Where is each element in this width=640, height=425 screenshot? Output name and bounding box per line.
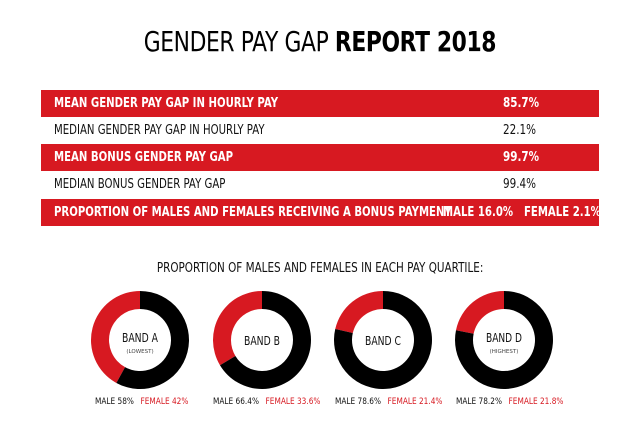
legend-female: FEMALE 21.4% bbox=[387, 397, 443, 407]
male-slice bbox=[116, 291, 189, 389]
legend-female: FEMALE 42% bbox=[140, 397, 189, 407]
row-bonus-proportion: PROPORTION OF MALES AND FEMALES RECEIVIN… bbox=[41, 199, 601, 226]
legend-male: MALE 78.2% bbox=[456, 397, 502, 407]
row-value: 99.4% bbox=[503, 177, 537, 192]
bonus-female-value: 2.1% bbox=[572, 205, 601, 220]
report-title: GENDER PAY GAP REPORT 2018 bbox=[0, 25, 640, 59]
row-median-bonus-gap: MEDIAN BONUS GENDER PAY GAP 99.4% bbox=[41, 171, 599, 198]
bonus-male-value: 16.0% bbox=[477, 205, 514, 220]
band-sublabel: (LOWEST) bbox=[126, 349, 153, 355]
row-label: MEAN BONUS GENDER PAY GAP bbox=[54, 150, 234, 165]
legend-band-a: MALE 58% FEMALE 42% bbox=[95, 396, 188, 408]
row-label: MEAN GENDER PAY GAP IN HOURLY PAY bbox=[54, 96, 279, 111]
male-slice bbox=[219, 291, 312, 389]
donut-band-c: BAND C bbox=[334, 291, 433, 389]
legend-female: FEMALE 33.6% bbox=[265, 397, 321, 407]
legend-male: MALE 58% bbox=[95, 397, 134, 407]
female-slice bbox=[455, 291, 504, 334]
legend-male: MALE 66.4% bbox=[213, 397, 259, 407]
female-slice bbox=[335, 291, 383, 334]
row-mean-hourly-gap: MEAN GENDER PAY GAP IN HOURLY PAY 85.7% bbox=[41, 90, 599, 117]
band-sublabel: (HIGHEST) bbox=[490, 349, 519, 355]
row-value: 22.1% bbox=[503, 123, 537, 138]
row-value: 85.7% bbox=[503, 96, 540, 111]
band-label: BAND D bbox=[486, 331, 522, 345]
row-mean-bonus-gap: MEAN BONUS GENDER PAY GAP 99.7% bbox=[41, 144, 599, 171]
title-part-1: GENDER PAY GAP bbox=[143, 25, 329, 58]
quartile-donut-charts: BAND A (LOWEST) BAND B BAND C BAND D (HIGHEST… bbox=[91, 291, 553, 389]
female-slice bbox=[213, 291, 262, 366]
row-label: PROPORTION OF MALES AND FEMALES RECEIVIN… bbox=[54, 205, 452, 220]
row-median-hourly-gap: MEDIAN GENDER PAY GAP IN HOURLY PAY 22.1… bbox=[41, 117, 599, 144]
donut-band-a: BAND A (LOWEST) bbox=[91, 291, 189, 389]
female-slice bbox=[91, 291, 140, 383]
band-label: BAND A bbox=[122, 331, 159, 345]
legend-band-c: MALE 78.6% FEMALE 21.4% bbox=[335, 396, 442, 408]
bonus-female-label: FEMALE bbox=[523, 205, 570, 220]
band-label: BAND C bbox=[365, 334, 401, 348]
legend-male: MALE 78.6% bbox=[335, 397, 381, 407]
donut-band-d: BAND D (HIGHEST) bbox=[455, 291, 553, 389]
bonus-male-label: MALE bbox=[443, 205, 475, 220]
row-value: 99.7% bbox=[503, 150, 540, 165]
male-slice bbox=[334, 291, 433, 389]
bonus-values: MALE 16.0% FEMALE 2.1% bbox=[443, 199, 601, 226]
legend-female: FEMALE 21.8% bbox=[508, 397, 564, 407]
legend-band-d: MALE 78.2% FEMALE 21.8% bbox=[456, 396, 563, 408]
quartile-title: PROPORTION OF MALES AND FEMALES IN EACH … bbox=[156, 261, 484, 276]
row-label: MEDIAN BONUS GENDER PAY GAP bbox=[54, 177, 226, 192]
row-label: MEDIAN GENDER PAY GAP IN HOURLY PAY bbox=[54, 123, 265, 138]
legend-band-b: MALE 66.4% FEMALE 33.6% bbox=[213, 396, 320, 408]
band-label: BAND B bbox=[244, 334, 280, 348]
donut-band-b: BAND B bbox=[213, 291, 312, 389]
male-slice bbox=[455, 291, 553, 389]
title-part-2: REPORT 2018 bbox=[335, 25, 497, 58]
